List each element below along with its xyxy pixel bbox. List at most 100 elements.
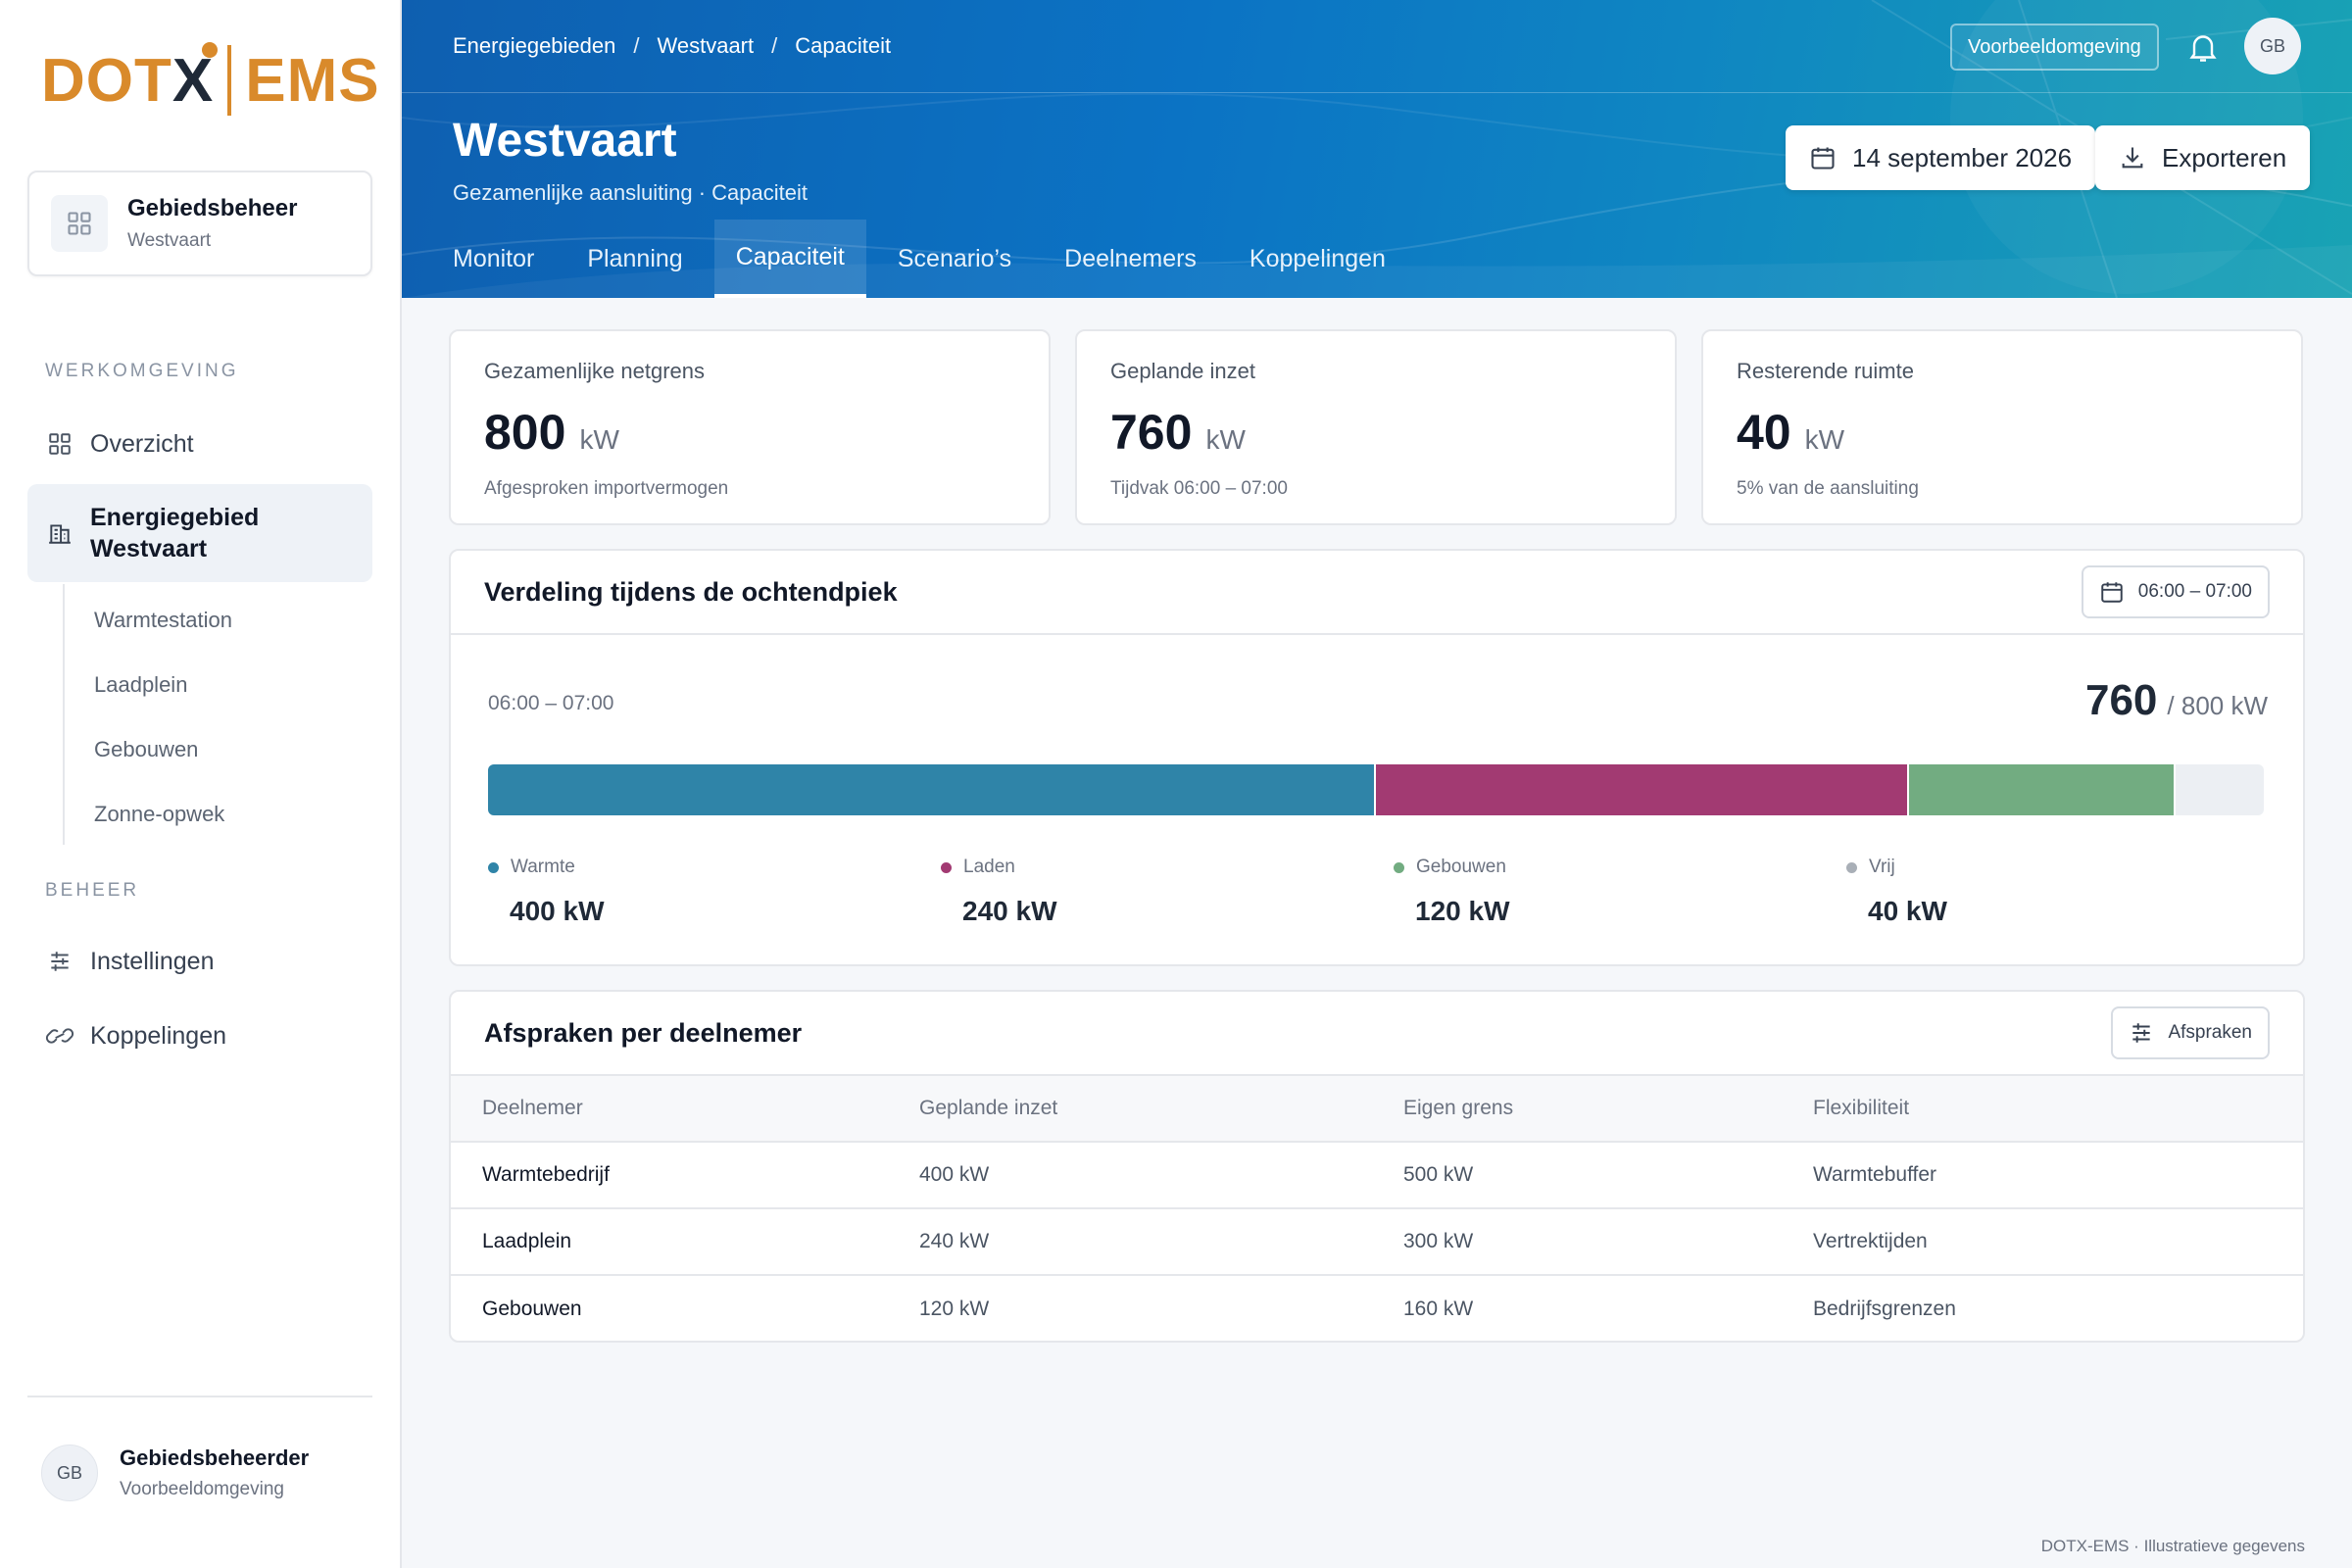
distribution-title: Verdeling tijdens de ochtendpiek: [484, 576, 898, 607]
capacity-bar: [488, 764, 2264, 815]
bell-icon[interactable]: [2185, 29, 2221, 65]
table-row[interactable]: Warmtebedrijf 400 kW 500 kW Warmtebuffer: [451, 1143, 2303, 1209]
sidebar-item-label: Westvaart: [90, 535, 208, 563]
stat-unit: kW: [579, 424, 619, 455]
legend-value: 40 kW: [1868, 896, 1947, 926]
stat-value: 40: [1737, 405, 1791, 460]
sidebar-item-label: Energiegebied: [90, 504, 260, 531]
agreements-card: Afspraken per deelnemer Afspraken Deelne…: [449, 990, 2305, 1343]
stat-value: 800: [484, 405, 566, 460]
time-range-label: 06:00 – 07:00: [2137, 581, 2252, 602]
user-environment: Voorbeeldomgeving: [120, 1479, 284, 1499]
legend-item-heat: Warmte 400 kW: [488, 857, 605, 927]
sidebar-item-label: Overzicht: [90, 429, 194, 458]
stat-unit: kW: [1205, 424, 1246, 455]
tab-bar: Monitor Planning Capaciteit Scenario’s D…: [431, 220, 1417, 298]
section-label-manage: BEHEER: [45, 880, 140, 901]
tab-participants[interactable]: Deelnemers: [1064, 244, 1197, 272]
breadcrumb-separator: /: [771, 33, 778, 58]
tab-monitor[interactable]: Monitor: [453, 244, 535, 272]
header-divider: [402, 92, 2352, 93]
table-cell: Gebouwen: [482, 1298, 582, 1320]
building-icon: [45, 518, 74, 548]
table-cell: 500 kW: [1403, 1163, 1474, 1186]
stat-note: Tijdvak 06:00 – 07:00: [1110, 478, 1288, 499]
sidebar-item-label: Instellingen: [90, 947, 215, 975]
area-subtitle: Westvaart: [127, 230, 212, 251]
table-row[interactable]: Gebouwen 120 kW 160 kW Bedrijfsgrenzen: [451, 1276, 2303, 1341]
stat-label: Geplande inzet: [1110, 359, 1255, 383]
agreements-title: Afspraken per deelnemer: [484, 1017, 803, 1048]
date-picker-button[interactable]: 14 september 2026: [1786, 125, 2096, 190]
table-row[interactable]: Laadplein 240 kW 300 kW Vertrektijden: [451, 1209, 2303, 1276]
table-cell: 300 kW: [1403, 1230, 1474, 1252]
table-cell: 160 kW: [1403, 1298, 1474, 1320]
page-header: Energiegebieden / Westvaart / Capaciteit…: [402, 0, 2352, 298]
logo-text-ems: EMS: [245, 46, 380, 115]
usage-total-capacity: / 800 kW: [2167, 691, 2268, 720]
link-icon: [45, 1021, 74, 1051]
column-header: Flexibiliteit: [1813, 1097, 1910, 1119]
agreements-button-label: Afspraken: [2168, 1022, 2252, 1043]
column-header: Deelnemer: [482, 1097, 583, 1119]
legend-item-free: Vrij 40 kW: [1846, 857, 1947, 927]
header-avatar[interactable]: GB: [2244, 18, 2301, 74]
bar-segment-heat: [488, 764, 1376, 815]
bar-segment-buildings: [1909, 764, 2176, 815]
area-title: Gebiedsbeheer: [127, 195, 298, 221]
table-cell: Bedrijfsgrenzen: [1813, 1298, 1956, 1320]
legend-label: Gebouwen: [1416, 857, 1506, 877]
sidebar-item-overview[interactable]: Overzicht: [27, 419, 372, 468]
legend-dot: [488, 861, 499, 873]
environment-badge: Voorbeeldomgeving: [1950, 24, 2159, 71]
tab-capacity[interactable]: Capaciteit: [713, 220, 866, 298]
calendar-icon: [1809, 144, 1837, 172]
sidebar-subitem-solar[interactable]: Zonne-opwek: [94, 802, 225, 826]
page-title: Westvaart: [453, 115, 677, 167]
legend-value: 120 kW: [1415, 896, 1510, 926]
brand-logo[interactable]: DOT X EMS: [41, 41, 380, 116]
table-cell: Laadplein: [482, 1230, 572, 1252]
usage-total: 760 / 800 kW: [2085, 676, 2268, 725]
time-range-text: 06:00 – 07:00: [488, 692, 614, 714]
page-subtitle: Gezamenlijke aansluiting · Capaciteit: [453, 180, 808, 205]
legend-dot: [941, 861, 952, 873]
legend-value: 240 kW: [962, 896, 1057, 926]
legend-label: Warmte: [511, 857, 575, 877]
distribution-card: Verdeling tijdens de ochtendpiek 06:00 –…: [449, 549, 2305, 966]
section-label-workspace: WERKOMGEVING: [45, 361, 239, 381]
logo-separator: [227, 45, 232, 116]
sidebar-item-settings[interactable]: Instellingen: [27, 937, 372, 986]
sidebar-divider: [27, 1396, 372, 1397]
breadcrumb-energy-areas[interactable]: Energiegebieden: [453, 33, 616, 58]
user-profile[interactable]: GB Gebiedsbeheerder Voorbeeldomgeving: [41, 1445, 309, 1501]
legend-value: 400 kW: [510, 896, 605, 926]
time-range-button[interactable]: 06:00 – 07:00: [2081, 565, 2270, 618]
column-header: Eigen grens: [1403, 1097, 1514, 1119]
sidebar-subitem-buildings[interactable]: Gebouwen: [94, 737, 199, 761]
sidebar-item-energy-area[interactable]: Energiegebied Westvaart: [27, 484, 372, 582]
legend-label: Vrij: [1869, 857, 1895, 877]
breadcrumb-capacity: Capaciteit: [795, 33, 892, 58]
download-icon: [2119, 144, 2146, 172]
agreements-button[interactable]: Afspraken: [2111, 1006, 2270, 1059]
avatar: GB: [41, 1445, 98, 1501]
table-cell: 240 kW: [919, 1230, 990, 1252]
usage-total-value: 760: [2084, 676, 2158, 724]
tab-planning[interactable]: Planning: [587, 244, 683, 272]
export-button[interactable]: Exporteren: [2095, 125, 2311, 190]
breadcrumb: Energiegebieden / Westvaart / Capaciteit: [453, 33, 891, 59]
area-switcher[interactable]: Gebiedsbeheer Westvaart: [27, 171, 372, 276]
sidebar-subitem-heat-station[interactable]: Warmtestation: [94, 608, 233, 632]
stat-label: Gezamenlijke netgrens: [484, 359, 706, 383]
breadcrumb-westvaart[interactable]: Westvaart: [657, 33, 755, 58]
stat-card-remaining: Resterende ruimte 40 kW 5% van de aanslu…: [1701, 329, 2303, 525]
table-cell: Vertrektijden: [1813, 1230, 1928, 1252]
stat-unit: kW: [1804, 424, 1845, 455]
table-cell: Warmtebuffer: [1813, 1163, 1937, 1186]
sidebar-item-links[interactable]: Koppelingen: [27, 1011, 372, 1060]
tab-links[interactable]: Koppelingen: [1249, 244, 1386, 272]
export-label: Exporteren: [2162, 142, 2287, 172]
tab-scenarios[interactable]: Scenario’s: [897, 244, 1012, 272]
sidebar-subitem-charging[interactable]: Laadplein: [94, 672, 188, 697]
